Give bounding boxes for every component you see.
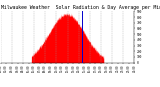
Text: Milwaukee Weather  Solar Radiation & Day Average per Minute W/m2 (Today): Milwaukee Weather Solar Radiation & Day … [1,5,160,10]
